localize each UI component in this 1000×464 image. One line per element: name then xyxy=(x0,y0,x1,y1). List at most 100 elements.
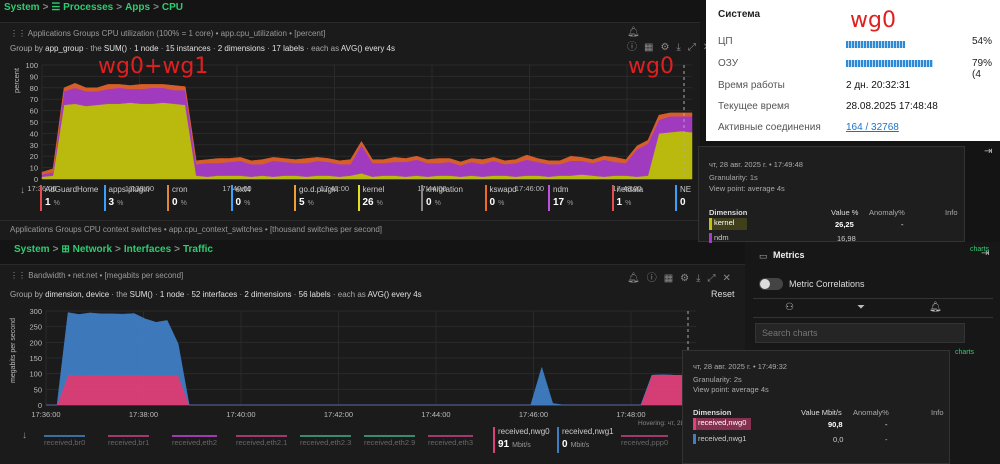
labels-select[interactable]: 56 labels xyxy=(298,290,331,299)
chart-controls: Group by app_group · the SUM() · 1 node … xyxy=(10,44,395,53)
dimensions-select[interactable]: 2 dimensions xyxy=(244,290,292,299)
download-icon[interactable]: ⤓ xyxy=(696,273,701,284)
legend-item[interactable]: kswapd 0% xyxy=(484,185,517,211)
info-icon[interactable]: ⓘ xyxy=(627,42,637,53)
download-icon[interactable]: ⤓ xyxy=(676,42,681,53)
group-by-select[interactable]: app_group xyxy=(45,44,84,53)
legend-item[interactable]: received,nwg1 0 Mbit/s xyxy=(557,427,614,453)
bandwidth-area-chart[interactable]: 0 50 100 150 200 250 300 17:36:00 17:38:00 17:40:… xyxy=(20,305,700,425)
cpu-utilization-panel: ⋮⋮ Applications Groups CPU utilization (… xyxy=(0,22,711,220)
bell-icon[interactable]: 🔔︎ xyxy=(627,27,640,38)
legend-item-name: received,nwg0 xyxy=(498,427,550,436)
dimension-item[interactable]: received,eth2.9 xyxy=(364,435,416,447)
y-tick-label: 0 xyxy=(34,175,38,184)
system-info-panel: Система ЦП 54% ОЗУ 79% (4 Время работы 2… xyxy=(706,0,1000,141)
collapse-legend-icon[interactable]: ↓ xyxy=(22,430,27,441)
breadcrumb-apps[interactable]: Apps xyxy=(125,2,151,13)
labels-select[interactable]: 17 labels xyxy=(271,44,304,53)
legend-item[interactable]: AdGuardHome 1% xyxy=(40,185,98,211)
legend-item[interactable]: received,nwg0 91 Mbit/s xyxy=(493,427,550,453)
time-aggregation-select[interactable]: AVG() every 4s xyxy=(340,44,395,53)
charts-link[interactable]: charts xyxy=(955,349,975,356)
x-tick-label: 17:44:00 xyxy=(417,184,446,191)
legend-item-unit: % xyxy=(180,200,187,207)
dimension-item[interactable]: received,eth2.3 xyxy=(300,435,352,447)
nodes-select[interactable]: 1 node xyxy=(134,44,159,53)
chart-type-icon[interactable]: ▦ xyxy=(644,42,654,53)
legend-item-value: 5% xyxy=(299,197,314,208)
legend-item[interactable]: go.d.plugin 5% xyxy=(294,185,338,211)
system-title: Система xyxy=(718,9,761,20)
expand-icon[interactable]: ⤢ xyxy=(687,42,696,53)
group-by-select[interactable]: dimension, device xyxy=(45,290,110,299)
dimension-item[interactable]: received,br0 xyxy=(44,435,86,447)
breadcrumb: System > ☰ Processes > Apps > CPU xyxy=(4,2,184,13)
legend-item-unit: % xyxy=(567,200,574,207)
bell-icon[interactable]: 🔔︎ xyxy=(627,273,640,284)
cpu-value: 54% xyxy=(972,36,993,47)
tab-filter-icon[interactable]: ⏷ xyxy=(857,302,865,313)
legend-item[interactable]: kernel 26% xyxy=(357,185,384,211)
x-tick-label: 17:38:00 xyxy=(125,184,154,191)
x-tick-label: 17:44:00 xyxy=(421,410,450,419)
tab-nodes-icon[interactable]: ⚇ xyxy=(785,302,794,313)
tooltip-row-kernel: kernel xyxy=(709,218,747,230)
list-icon: ☰ xyxy=(51,2,64,13)
breadcrumb-system[interactable]: System xyxy=(14,244,50,255)
aggregation-select[interactable]: SUM() xyxy=(129,290,153,299)
info-icon[interactable]: ⓘ xyxy=(646,273,657,284)
connections-link[interactable]: 164 / 32768 xyxy=(846,122,899,133)
collapse-legend-icon[interactable]: ↓ xyxy=(20,185,25,196)
sidebar-collapse-icon[interactable]: ⇥ xyxy=(984,146,993,157)
context-switches-panel: Applications Groups CPU context switches… xyxy=(0,220,700,240)
time-aggregation-select[interactable]: AVG() every 4s xyxy=(367,290,422,299)
metric-correlations-toggle[interactable] xyxy=(759,278,783,290)
legend-item[interactable]: kmigration 0% xyxy=(421,185,463,211)
breadcrumb-processes[interactable]: Processes xyxy=(63,2,114,13)
legend-item[interactable]: ndm 17% xyxy=(548,185,573,211)
dimension-item[interactable]: received,eth2.1 xyxy=(236,435,288,447)
legend-item[interactable]: ext4 0% xyxy=(230,185,251,211)
chart-drag-icon[interactable]: ⋮⋮ xyxy=(10,271,29,280)
dimension-item[interactable]: received,br1 xyxy=(108,435,150,447)
tab-alerts-icon[interactable]: 🔔︎ xyxy=(929,302,942,313)
settings-icon[interactable]: ⚙ xyxy=(680,273,690,284)
dimensions-select[interactable]: 2 dimensions xyxy=(217,44,265,53)
instances-select[interactable]: 15 instances xyxy=(165,44,211,53)
y-tick-label: 30 xyxy=(30,141,38,150)
expand-icon[interactable]: ⤢ xyxy=(707,273,716,284)
breadcrumb-system[interactable]: System xyxy=(4,2,40,13)
breadcrumb-network-link[interactable]: Network xyxy=(72,244,113,255)
breadcrumb-traffic[interactable]: Traffic xyxy=(182,244,213,255)
search-charts-input[interactable] xyxy=(755,323,965,343)
legend-item[interactable]: NE 0 xyxy=(675,185,691,211)
breadcrumb-cpu[interactable]: CPU xyxy=(161,2,184,13)
legend-item-unit: % xyxy=(244,200,251,207)
legend-item[interactable]: netdata 1% xyxy=(611,185,644,211)
x-tick-label: 17:46:00 xyxy=(515,184,544,191)
settings-icon[interactable]: ⚙ xyxy=(660,42,670,53)
legend-item[interactable]: cron 0% xyxy=(167,185,188,211)
legend-item-name: netdata xyxy=(616,185,644,194)
reset-button[interactable]: Reset xyxy=(711,289,735,299)
chart-type-icon[interactable]: ▦ xyxy=(663,273,674,284)
dimension-item[interactable]: received,eth3 xyxy=(428,435,474,447)
legend-item-value: 91 Mbit/s xyxy=(498,439,531,450)
interfaces-select[interactable]: 52 interfaces xyxy=(191,290,238,299)
chart-toolbar: 🔔︎ⓘ▦⚙⤓⤢✕ xyxy=(620,27,711,53)
legend-item-value: 0 xyxy=(680,197,686,208)
aggregation-select[interactable]: SUM() xyxy=(103,44,127,53)
chart-toolbar: 🔔︎ ⓘ ▦ ⚙ ⤓ ⤢ ✕ xyxy=(620,269,731,284)
dimension-item[interactable]: received,eth2 xyxy=(172,435,218,447)
nodes-select[interactable]: 1 node xyxy=(159,290,185,299)
sidebar-collapse-icon[interactable]: ⇥ xyxy=(981,248,990,259)
charts-link[interactable]: charts xyxy=(970,246,990,253)
legend-item-name: AdGuardHome xyxy=(45,185,99,194)
close-icon[interactable]: ✕ xyxy=(722,273,731,284)
chart-drag-icon[interactable]: ⋮⋮ xyxy=(10,29,28,38)
y-tick-label: 40 xyxy=(30,129,38,138)
dimension-item[interactable]: received,ppp0 xyxy=(621,435,669,447)
breadcrumb-interfaces[interactable]: Interfaces xyxy=(123,244,172,255)
legend-item[interactable]: apps.plugin 3% xyxy=(103,185,149,211)
